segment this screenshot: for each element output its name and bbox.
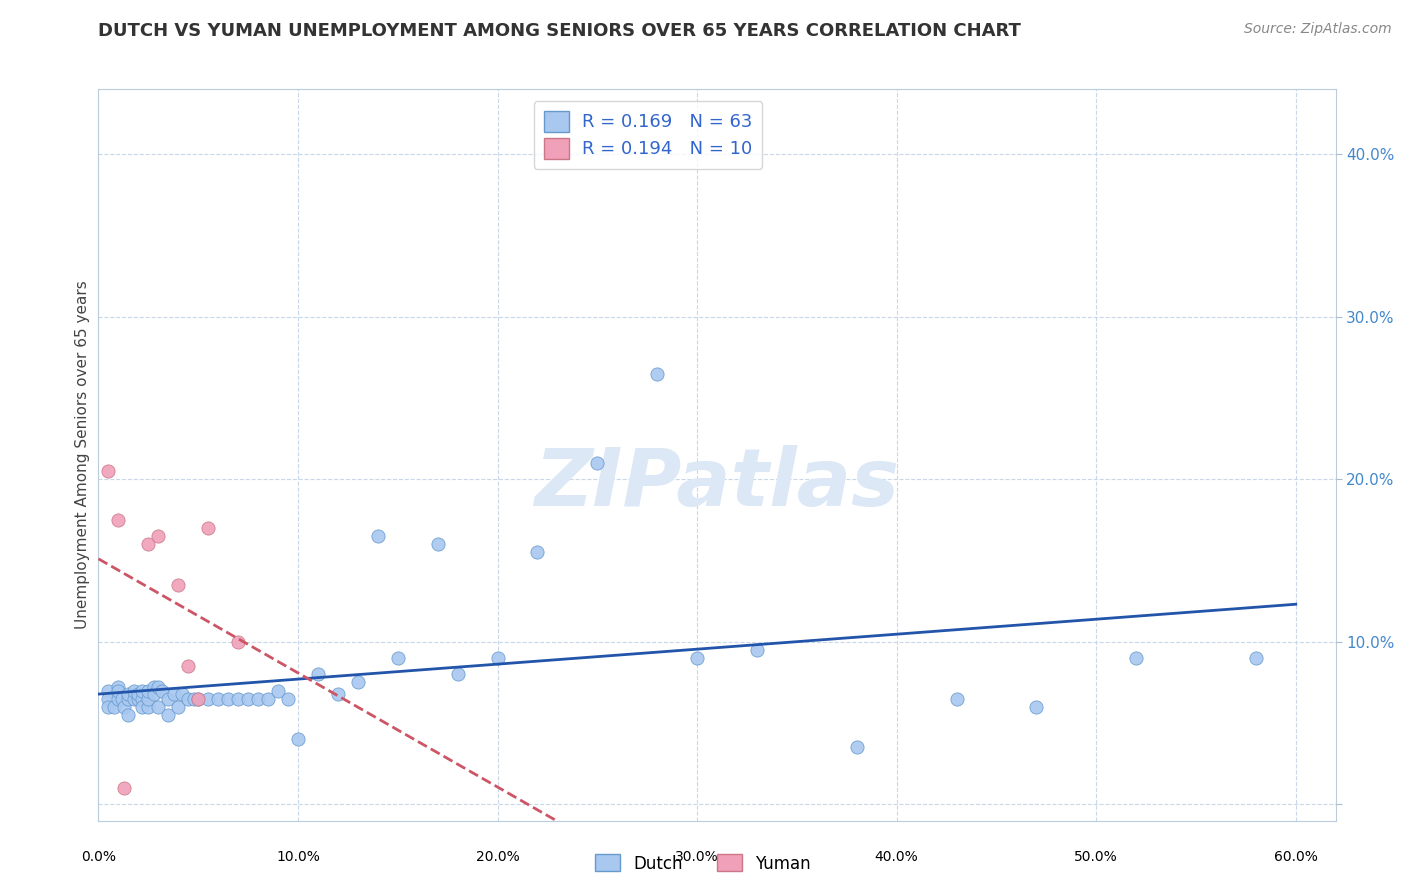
Text: 30.0%: 30.0%	[675, 850, 718, 863]
Point	[143, 687, 166, 701]
Point	[131, 691, 153, 706]
Point	[945, 691, 967, 706]
Point	[236, 691, 259, 706]
Point	[136, 691, 159, 706]
Point	[446, 667, 468, 681]
Text: Source: ZipAtlas.com: Source: ZipAtlas.com	[1244, 22, 1392, 37]
Point	[1244, 651, 1267, 665]
Point	[97, 691, 120, 706]
Point	[148, 529, 170, 543]
Point	[367, 529, 389, 543]
Point	[387, 651, 409, 665]
Point	[131, 699, 153, 714]
Point	[127, 687, 149, 701]
Point	[183, 691, 205, 706]
Point	[277, 691, 299, 706]
Text: 60.0%: 60.0%	[1274, 850, 1317, 863]
Point	[347, 675, 370, 690]
Point	[97, 464, 120, 478]
Legend: Dutch, Yuman: Dutch, Yuman	[589, 847, 817, 880]
Point	[326, 687, 349, 701]
Point	[172, 687, 194, 701]
Point	[486, 651, 509, 665]
Point	[257, 691, 280, 706]
Point	[167, 578, 190, 592]
Point	[167, 699, 190, 714]
Point	[112, 781, 135, 796]
Point	[124, 683, 146, 698]
Point	[426, 537, 449, 551]
Point	[217, 691, 239, 706]
Point	[148, 699, 170, 714]
Point	[111, 691, 134, 706]
Point	[157, 691, 180, 706]
Point	[97, 699, 120, 714]
Point	[150, 683, 173, 698]
Point	[177, 659, 200, 673]
Point	[287, 732, 309, 747]
Point	[136, 699, 159, 714]
Point	[103, 699, 125, 714]
Text: 0.0%: 0.0%	[82, 850, 115, 863]
Point	[187, 691, 209, 706]
Text: ZIPatlas: ZIPatlas	[534, 445, 900, 524]
Point	[148, 681, 170, 695]
Point	[143, 681, 166, 695]
Point	[112, 699, 135, 714]
Text: 10.0%: 10.0%	[276, 850, 321, 863]
Point	[163, 687, 186, 701]
Point	[686, 651, 709, 665]
Point	[207, 691, 229, 706]
Point	[124, 691, 146, 706]
Text: 40.0%: 40.0%	[875, 850, 918, 863]
Point	[97, 683, 120, 698]
Point	[107, 683, 129, 698]
Point	[117, 691, 139, 706]
Text: DUTCH VS YUMAN UNEMPLOYMENT AMONG SENIORS OVER 65 YEARS CORRELATION CHART: DUTCH VS YUMAN UNEMPLOYMENT AMONG SENIOR…	[98, 22, 1021, 40]
Point	[526, 545, 548, 559]
Point	[845, 740, 868, 755]
Point	[157, 708, 180, 723]
Point	[136, 537, 159, 551]
Point	[645, 367, 668, 381]
Point	[226, 635, 249, 649]
Point	[131, 683, 153, 698]
Legend: R = 0.169   N = 63, R = 0.194   N = 10: R = 0.169 N = 63, R = 0.194 N = 10	[534, 101, 762, 169]
Point	[107, 681, 129, 695]
Point	[247, 691, 270, 706]
Point	[307, 667, 329, 681]
Point	[1125, 651, 1147, 665]
Point	[267, 683, 290, 698]
Point	[107, 513, 129, 527]
Point	[745, 643, 768, 657]
Text: 20.0%: 20.0%	[475, 850, 519, 863]
Point	[197, 521, 219, 535]
Point	[1025, 699, 1047, 714]
Point	[197, 691, 219, 706]
Point	[136, 683, 159, 698]
Point	[177, 691, 200, 706]
Point	[107, 691, 129, 706]
Point	[226, 691, 249, 706]
Point	[117, 687, 139, 701]
Text: 50.0%: 50.0%	[1074, 850, 1118, 863]
Point	[586, 456, 609, 470]
Point	[187, 691, 209, 706]
Point	[127, 691, 149, 706]
Point	[117, 708, 139, 723]
Y-axis label: Unemployment Among Seniors over 65 years: Unemployment Among Seniors over 65 years	[75, 281, 90, 629]
